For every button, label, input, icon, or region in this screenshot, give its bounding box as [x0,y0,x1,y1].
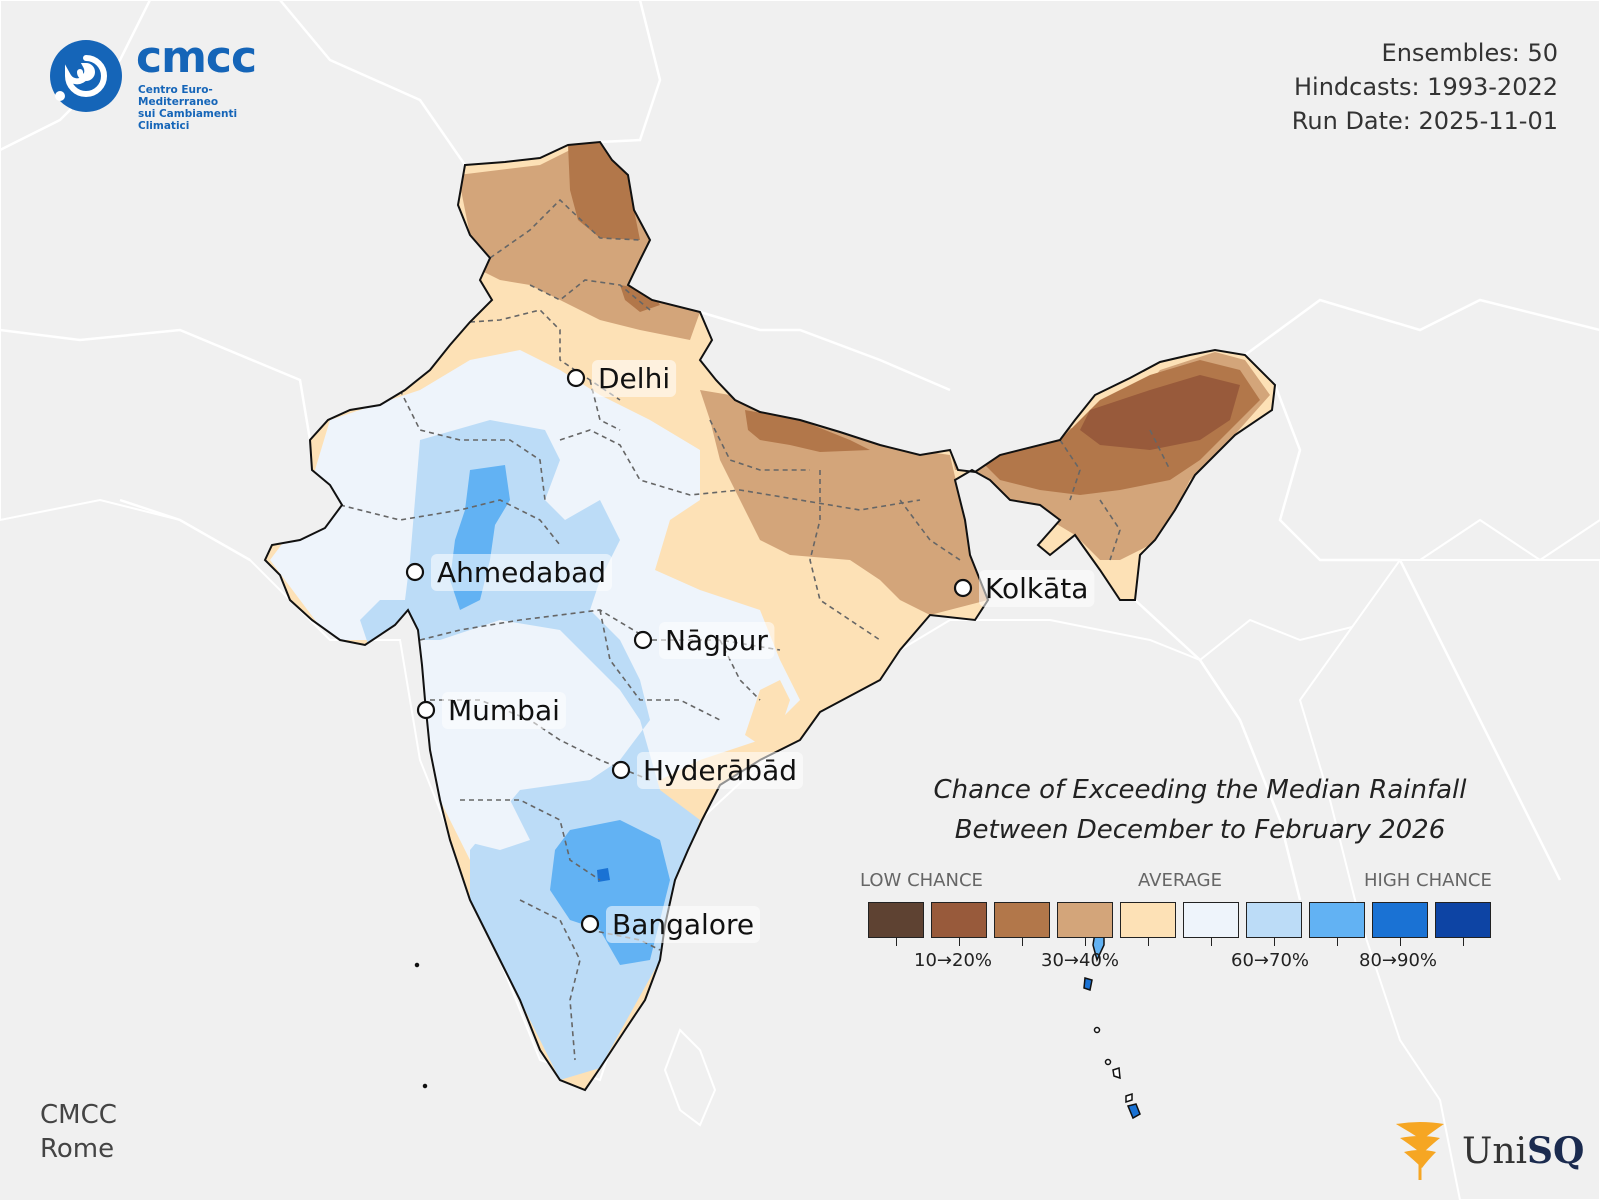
city-marker: Mumbai [416,692,566,729]
neighbour-borders [0,0,1600,901]
city-marker: Nāgpur [633,622,775,659]
city-label: Bangalore [612,908,754,941]
legend-swatch [994,902,1050,938]
legend-swatch [1057,902,1113,938]
city-label: Ahmedabad [437,556,606,589]
credit-line1: CMCC [40,1100,117,1130]
city-label: Nāgpur [665,624,768,657]
legend-tick [1022,938,1023,946]
cmcc-logo: cmcc Centro Euro-Mediterraneo sui Cambia… [48,32,288,132]
legend-tick-label: 30→40% [1041,950,1119,971]
run-date-text: Run Date: 2025-11-01 [1291,107,1558,135]
legend-title-line2: Between December to February 2026 [954,815,1446,845]
state-borders [339,198,1171,1061]
city-label-background [442,692,566,729]
city-dot [953,578,973,598]
legend-swatch [931,902,987,938]
legend-tick [896,938,897,946]
legend-average-label: AVERAGE [1138,870,1222,891]
legend-tick [1463,938,1464,946]
city-label-background [979,570,1095,607]
city-label-background [592,360,677,397]
legend-tick [1400,938,1401,946]
legend-tick [1337,938,1338,946]
city-label-background [431,554,613,591]
cmcc-subtitle-line1: Centro Euro-Mediterraneo [138,84,219,108]
city-label-background [659,622,775,659]
cmcc-swirl-icon [50,40,122,112]
city-marker: Kolkāta [953,570,1095,607]
city-marker: Ahmedabad [405,554,613,591]
legend-title-line1: Chance of Exceeding the Median Rainfall [933,775,1467,805]
run-info: Ensembles: 50 Hindcasts: 1993-2022 Run D… [1292,36,1558,138]
legend-swatch [1183,902,1239,938]
cmcc-subtitle-line2: sui Cambiamenti Climatici [138,108,238,132]
ensembles-text: Ensembles: 50 [1381,39,1558,67]
cmcc-wordmark: cmcc [136,32,257,83]
city-dot [633,630,653,650]
legend-tick [1085,938,1086,946]
legend-tick-label: 60→70% [1231,950,1309,971]
legend-swatch [1309,902,1365,938]
legend-swatch [1246,902,1302,938]
unisq-wordmark: UniSQ [1462,1130,1584,1172]
unisq-sq: SQ [1527,1130,1585,1172]
legend: LOW CHANCE AVERAGE HIGH CHANCE 10→20% 30… [860,870,1528,980]
city-dot [580,914,600,934]
unisq-uni: Uni [1462,1131,1528,1172]
legend-swatch [868,902,924,938]
hindcasts-text: Hindcasts: 1993-2022 [1293,73,1558,101]
cmcc-subtitle: Centro Euro-Mediterraneo sui Cambiamenti… [138,84,288,132]
city-label-background [606,906,761,943]
legend-swatch [1120,902,1176,938]
credit-line2: Rome [40,1134,115,1164]
city-dot [611,760,631,780]
city-label: Hyderābād [643,754,797,787]
legend-tick [959,938,960,946]
legend-tick [1211,938,1212,946]
legend-title: Chance of Exceeding the Median Rainfall … [900,770,1500,850]
legend-low-label: LOW CHANCE [860,870,983,891]
city-dot [405,562,425,582]
legend-high-label: HIGH CHANCE [1364,870,1492,891]
unisq-logo: UniSQ [1392,1118,1584,1188]
legend-swatch [1372,902,1428,938]
city-marker: Delhi [566,360,677,397]
city-marker: Bangalore [580,906,761,943]
city-label: Delhi [598,362,670,395]
city-label: Mumbai [448,694,560,727]
city-label-background [637,752,803,789]
legend-tick-label: 10→20% [914,950,992,971]
legend-tick [1148,938,1149,946]
city-markers: Delhi Ahmedabad Kolkāta Nāgpur Mumbai Hyderāb… [405,360,1095,943]
unisq-emblem-icon [1396,1122,1444,1180]
credit: CMCC Rome [40,1098,117,1166]
legend-tick [1274,938,1275,946]
legend-tick-label: 80→90% [1359,950,1437,971]
city-dot [566,368,586,388]
city-marker: Hyderābād [611,752,803,789]
legend-swatch [1435,902,1491,938]
city-label: Kolkāta [985,572,1088,605]
city-dot [416,700,436,720]
